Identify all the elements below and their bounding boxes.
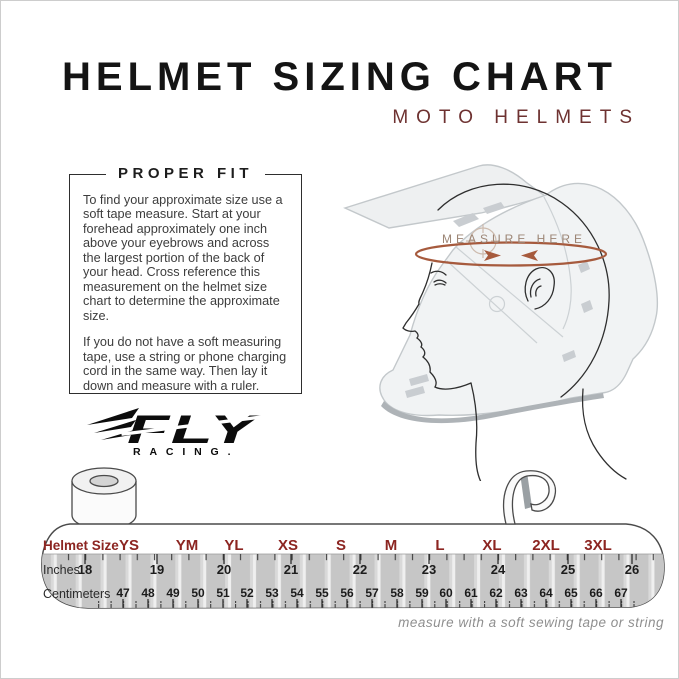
tape-caption: measure with a soft sewing tape or strin… <box>398 615 664 630</box>
cm-label: 63 <box>514 586 528 600</box>
helmet-seams <box>446 196 572 344</box>
size-row-label: Helmet Size <box>43 538 119 553</box>
tape-size-label: YL <box>224 537 243 554</box>
cm-label: 67 <box>614 586 628 600</box>
tape-size-label: L <box>435 537 444 554</box>
cm-label: 56 <box>340 586 354 600</box>
proper-fit-heading-label: PROPER FIT <box>105 165 265 182</box>
measure-here-label: MEASURE HERE <box>442 232 586 246</box>
helmet-illustration-graphic: MEASURE HERE <box>343 164 659 481</box>
crosshair-lines <box>466 224 500 258</box>
cm-label: 65 <box>564 586 578 600</box>
tape-size-label: XL <box>482 537 501 554</box>
logo-slash <box>121 415 261 436</box>
helmet-illustration: MEASURE HERE <box>331 151 666 481</box>
cm-label: 62 <box>489 586 503 600</box>
neck-front-line <box>470 382 482 481</box>
eye <box>433 279 447 286</box>
measure-guide: MEASURE HERE <box>414 224 608 267</box>
cm-label: 47 <box>116 586 130 600</box>
eyebrow <box>430 270 447 276</box>
head-profile <box>402 183 627 481</box>
cm-label: 59 <box>415 586 429 600</box>
tape-cm-row: Centimeters 47 48 49 50 51 52 53 54 55 5… <box>43 586 628 601</box>
inch-label: 19 <box>150 562 164 577</box>
inch-label: 26 <box>625 562 639 577</box>
measure-ellipse <box>414 241 608 267</box>
neck-back-line <box>581 388 627 480</box>
cm-label: 48 <box>141 586 155 600</box>
tape-size-label: M <box>385 537 398 554</box>
cm-label: 60 <box>439 586 453 600</box>
tape-size-label: 3XL <box>584 537 612 554</box>
fly-racing-logo-graphic: FLY RACING. <box>87 408 261 458</box>
tape-size-label: 2XL <box>532 537 560 554</box>
inch-label: 20 <box>217 562 231 577</box>
tape-size-label: YM <box>176 537 199 554</box>
sizing-tape-chart: Helmet Size YS YM YL XS S M L XL 2XL 3XL… <box>34 463 668 635</box>
cm-label: 50 <box>191 586 205 600</box>
cm-label: 54 <box>290 586 304 600</box>
tape-curl-icon <box>502 470 557 525</box>
cm-major-ticks <box>122 599 622 608</box>
cranium-outline <box>437 183 610 398</box>
brand-sub-text: RACING. <box>133 446 235 458</box>
helmet-vents <box>405 202 593 398</box>
inch-major-ticks <box>84 554 633 564</box>
ear-inner <box>529 278 542 298</box>
tape-size-label: S <box>336 537 346 554</box>
cm-label: 66 <box>589 586 603 600</box>
inch-label: 18 <box>78 562 92 577</box>
page-subtitle: MOTO HELMETS <box>392 107 640 128</box>
proper-fit-box: PROPER FIT To find your approximate size… <box>69 165 302 394</box>
cm-label: 55 <box>315 586 329 600</box>
tape-ruler-band <box>41 553 665 608</box>
proper-fit-paragraph-1: To find your approximate size use a soft… <box>83 193 283 323</box>
page-title: HELMET SIZING CHART <box>62 55 617 99</box>
cm-label: 53 <box>265 586 279 600</box>
inch-label: 21 <box>284 562 298 577</box>
inch-label: 23 <box>422 562 436 577</box>
tape-size-row: Helmet Size YS YM YL XS S M L XL 2XL 3XL <box>43 537 612 554</box>
fly-racing-logo: FLY RACING. <box>87 405 265 459</box>
face-profile <box>402 262 472 390</box>
cm-label: 57 <box>365 586 379 600</box>
cm-label: 64 <box>539 586 553 600</box>
inch-label: 25 <box>561 562 575 577</box>
proper-fit-heading: PROPER FIT <box>70 165 301 183</box>
cm-label: 52 <box>240 586 254 600</box>
cm-label: 58 <box>390 586 404 600</box>
cm-minor-ticks <box>94 601 636 608</box>
inch-label: 22 <box>353 562 367 577</box>
helmet-rim-shadow <box>381 393 604 424</box>
cm-label: 49 <box>166 586 180 600</box>
cm-label: 51 <box>216 586 230 600</box>
cm-row-label: Centimeters <box>43 587 110 601</box>
inches-row-label: Inches <box>43 563 80 577</box>
cm-label: 61 <box>464 586 478 600</box>
sizing-tape-graphic: Helmet Size YS YM YL XS S M L XL 2XL 3XL… <box>41 467 665 630</box>
proper-fit-paragraph-2: If you do not have a soft measuring tape… <box>83 335 287 393</box>
tape-size-label: XS <box>278 537 298 554</box>
inch-label: 24 <box>491 562 506 577</box>
tape-roll-icon <box>71 467 137 530</box>
ear-outer <box>524 267 555 310</box>
measure-arrows-icon <box>484 250 538 261</box>
tape-inches-row: Inches 18 19 20 21 22 23 24 25 26 <box>43 562 639 577</box>
tape-size-label: YS <box>119 537 139 554</box>
